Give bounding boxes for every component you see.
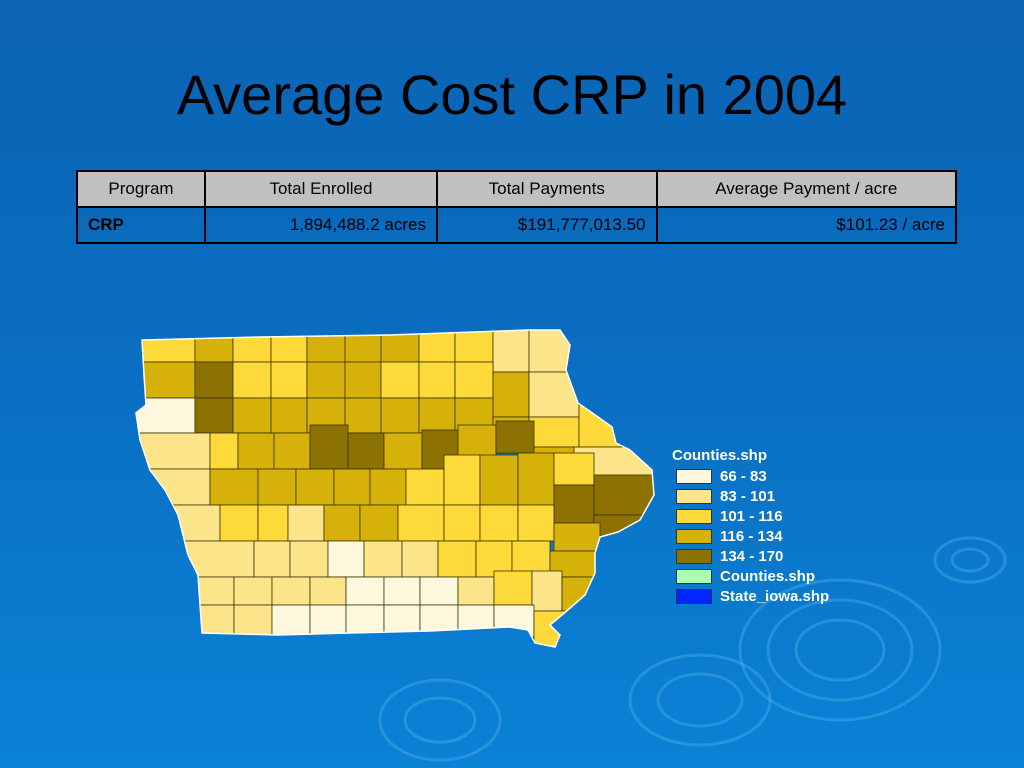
table-header-row: Program Total Enrolled Total Payments Av… bbox=[76, 170, 958, 208]
legend-swatch bbox=[676, 528, 712, 544]
legend-swatch bbox=[676, 488, 712, 504]
cell-total-payments: $191,777,013.50 bbox=[435, 206, 658, 244]
crp-summary-table: Program Total Enrolled Total Payments Av… bbox=[76, 170, 958, 244]
cell-program: CRP bbox=[76, 206, 206, 244]
legend-swatch bbox=[676, 468, 712, 484]
legend-item: Counties.shp bbox=[672, 566, 872, 586]
legend-label: State_iowa.shp bbox=[720, 587, 830, 605]
header-total-payments: Total Payments bbox=[435, 170, 658, 208]
cell-total-enrolled: 1,894,488.2 acres bbox=[203, 206, 438, 244]
legend-swatch bbox=[676, 588, 712, 604]
legend-item: 101 - 116 bbox=[672, 506, 872, 526]
legend-item: 83 - 101 bbox=[672, 486, 872, 506]
legend-label: Counties.shp bbox=[720, 567, 816, 585]
legend-swatch bbox=[676, 568, 712, 584]
header-total-enrolled: Total Enrolled bbox=[203, 170, 438, 208]
legend-title: Counties.shp bbox=[672, 447, 768, 464]
legend-item: 134 - 170 bbox=[672, 546, 872, 566]
legend-label: 83 - 101 bbox=[720, 487, 776, 505]
legend-swatch bbox=[676, 508, 712, 524]
iowa-county-map bbox=[135, 329, 655, 648]
legend-item: State_iowa.shp bbox=[672, 586, 872, 606]
legend-label: 66 - 83 bbox=[720, 467, 767, 485]
map-legend: Counties.shp 66 - 83 83 - 101 101 - 116 116… bbox=[672, 447, 872, 606]
slide-title: Average Cost CRP in 2004 bbox=[176, 63, 848, 126]
legend-item: 66 - 83 bbox=[672, 466, 872, 486]
cell-average-payment: $101.23 / acre bbox=[655, 206, 958, 244]
table-row: CRP 1,894,488.2 acres $191,777,013.50 $1… bbox=[76, 206, 958, 244]
header-program: Program bbox=[76, 170, 206, 208]
legend-label: 101 - 116 bbox=[720, 507, 783, 525]
legend-label: 134 - 170 bbox=[720, 547, 784, 565]
legend-label: 116 - 134 bbox=[720, 527, 783, 545]
legend-swatch bbox=[676, 548, 712, 564]
header-average-payment: Average Payment / acre bbox=[655, 170, 958, 208]
legend-item: 116 - 134 bbox=[672, 526, 872, 546]
